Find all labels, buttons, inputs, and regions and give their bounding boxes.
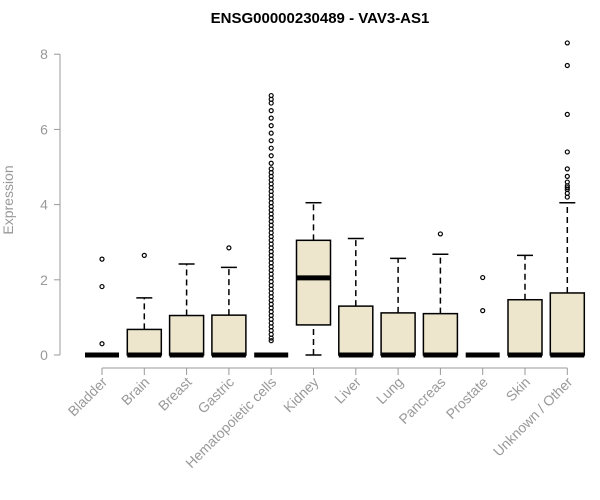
outlier-point	[141, 252, 147, 258]
box-body	[295, 239, 332, 326]
chart-title: ENSG00000230489 - VAV3-AS1	[211, 10, 430, 27]
x-tick-label: Breast	[155, 374, 195, 414]
outlier-point	[268, 145, 274, 151]
box-body	[338, 305, 374, 356]
box-unknown-other	[549, 40, 586, 358]
outlier-point	[99, 341, 105, 347]
box-body	[380, 312, 416, 356]
outlier-point	[268, 107, 274, 114]
outlier-point	[268, 335, 274, 341]
box-gastric	[211, 245, 247, 358]
x-tick-label: Prostate	[443, 374, 491, 422]
box-lung	[380, 257, 416, 358]
box-pancreas	[422, 231, 459, 358]
outlier-point	[268, 130, 274, 136]
x-tick-label: Pancreas	[395, 374, 448, 427]
x-tick-label: Brain	[118, 374, 152, 408]
y-tick-label: 8	[40, 46, 48, 62]
outlier-point	[564, 62, 570, 69]
outlier-point	[564, 149, 570, 155]
y-tick-label: 6	[40, 121, 48, 137]
box-prostate	[465, 274, 500, 358]
outlier-point	[480, 308, 486, 314]
outlier-point	[268, 115, 274, 121]
outlier-point	[99, 256, 105, 262]
y-tick-label: 4	[40, 197, 48, 213]
x-tick-label: Bladder	[65, 374, 111, 420]
box-body	[126, 328, 163, 356]
box-body	[422, 312, 459, 356]
box-breast	[168, 263, 205, 358]
outlier-point	[99, 283, 105, 290]
outlier-point	[268, 338, 274, 344]
outlier-point	[268, 153, 274, 159]
outlier-point	[268, 100, 274, 106]
box-body	[168, 314, 205, 356]
x-tick-label: Kidney	[280, 374, 322, 416]
outlier-point	[564, 166, 570, 172]
outlier-point	[564, 111, 570, 117]
outlier-point	[268, 123, 274, 129]
outlier-point	[268, 138, 274, 144]
outlier-point	[268, 160, 274, 166]
y-tick-label: 2	[40, 272, 48, 288]
y-axis: 0 2 4 6 8	[40, 46, 61, 363]
box-bladder	[85, 256, 119, 358]
box-body	[549, 292, 586, 356]
x-tick-label: Lung	[373, 374, 406, 407]
y-tick-label: 0	[40, 347, 48, 363]
box-brain	[126, 252, 163, 358]
box-body	[211, 314, 247, 356]
x-tick-label: Unknown / Other	[490, 374, 576, 460]
outlier-point	[564, 173, 570, 179]
box-liver	[338, 237, 374, 358]
box-hematopoietic-cells	[254, 92, 289, 358]
outlier-point	[480, 274, 486, 281]
box-body	[507, 298, 543, 356]
y-axis-label: Expression	[0, 165, 16, 234]
box-kidney	[295, 201, 332, 356]
outlier-point	[226, 245, 232, 251]
x-tick-label: Skin	[503, 374, 534, 405]
outlier-point	[564, 194, 570, 200]
outlier-point	[437, 231, 443, 237]
boxplots	[85, 40, 586, 358]
outlier-point	[564, 40, 570, 46]
x-tick-label: Liver	[331, 374, 364, 407]
outlier-point	[564, 185, 570, 191]
box-skin	[507, 254, 543, 358]
